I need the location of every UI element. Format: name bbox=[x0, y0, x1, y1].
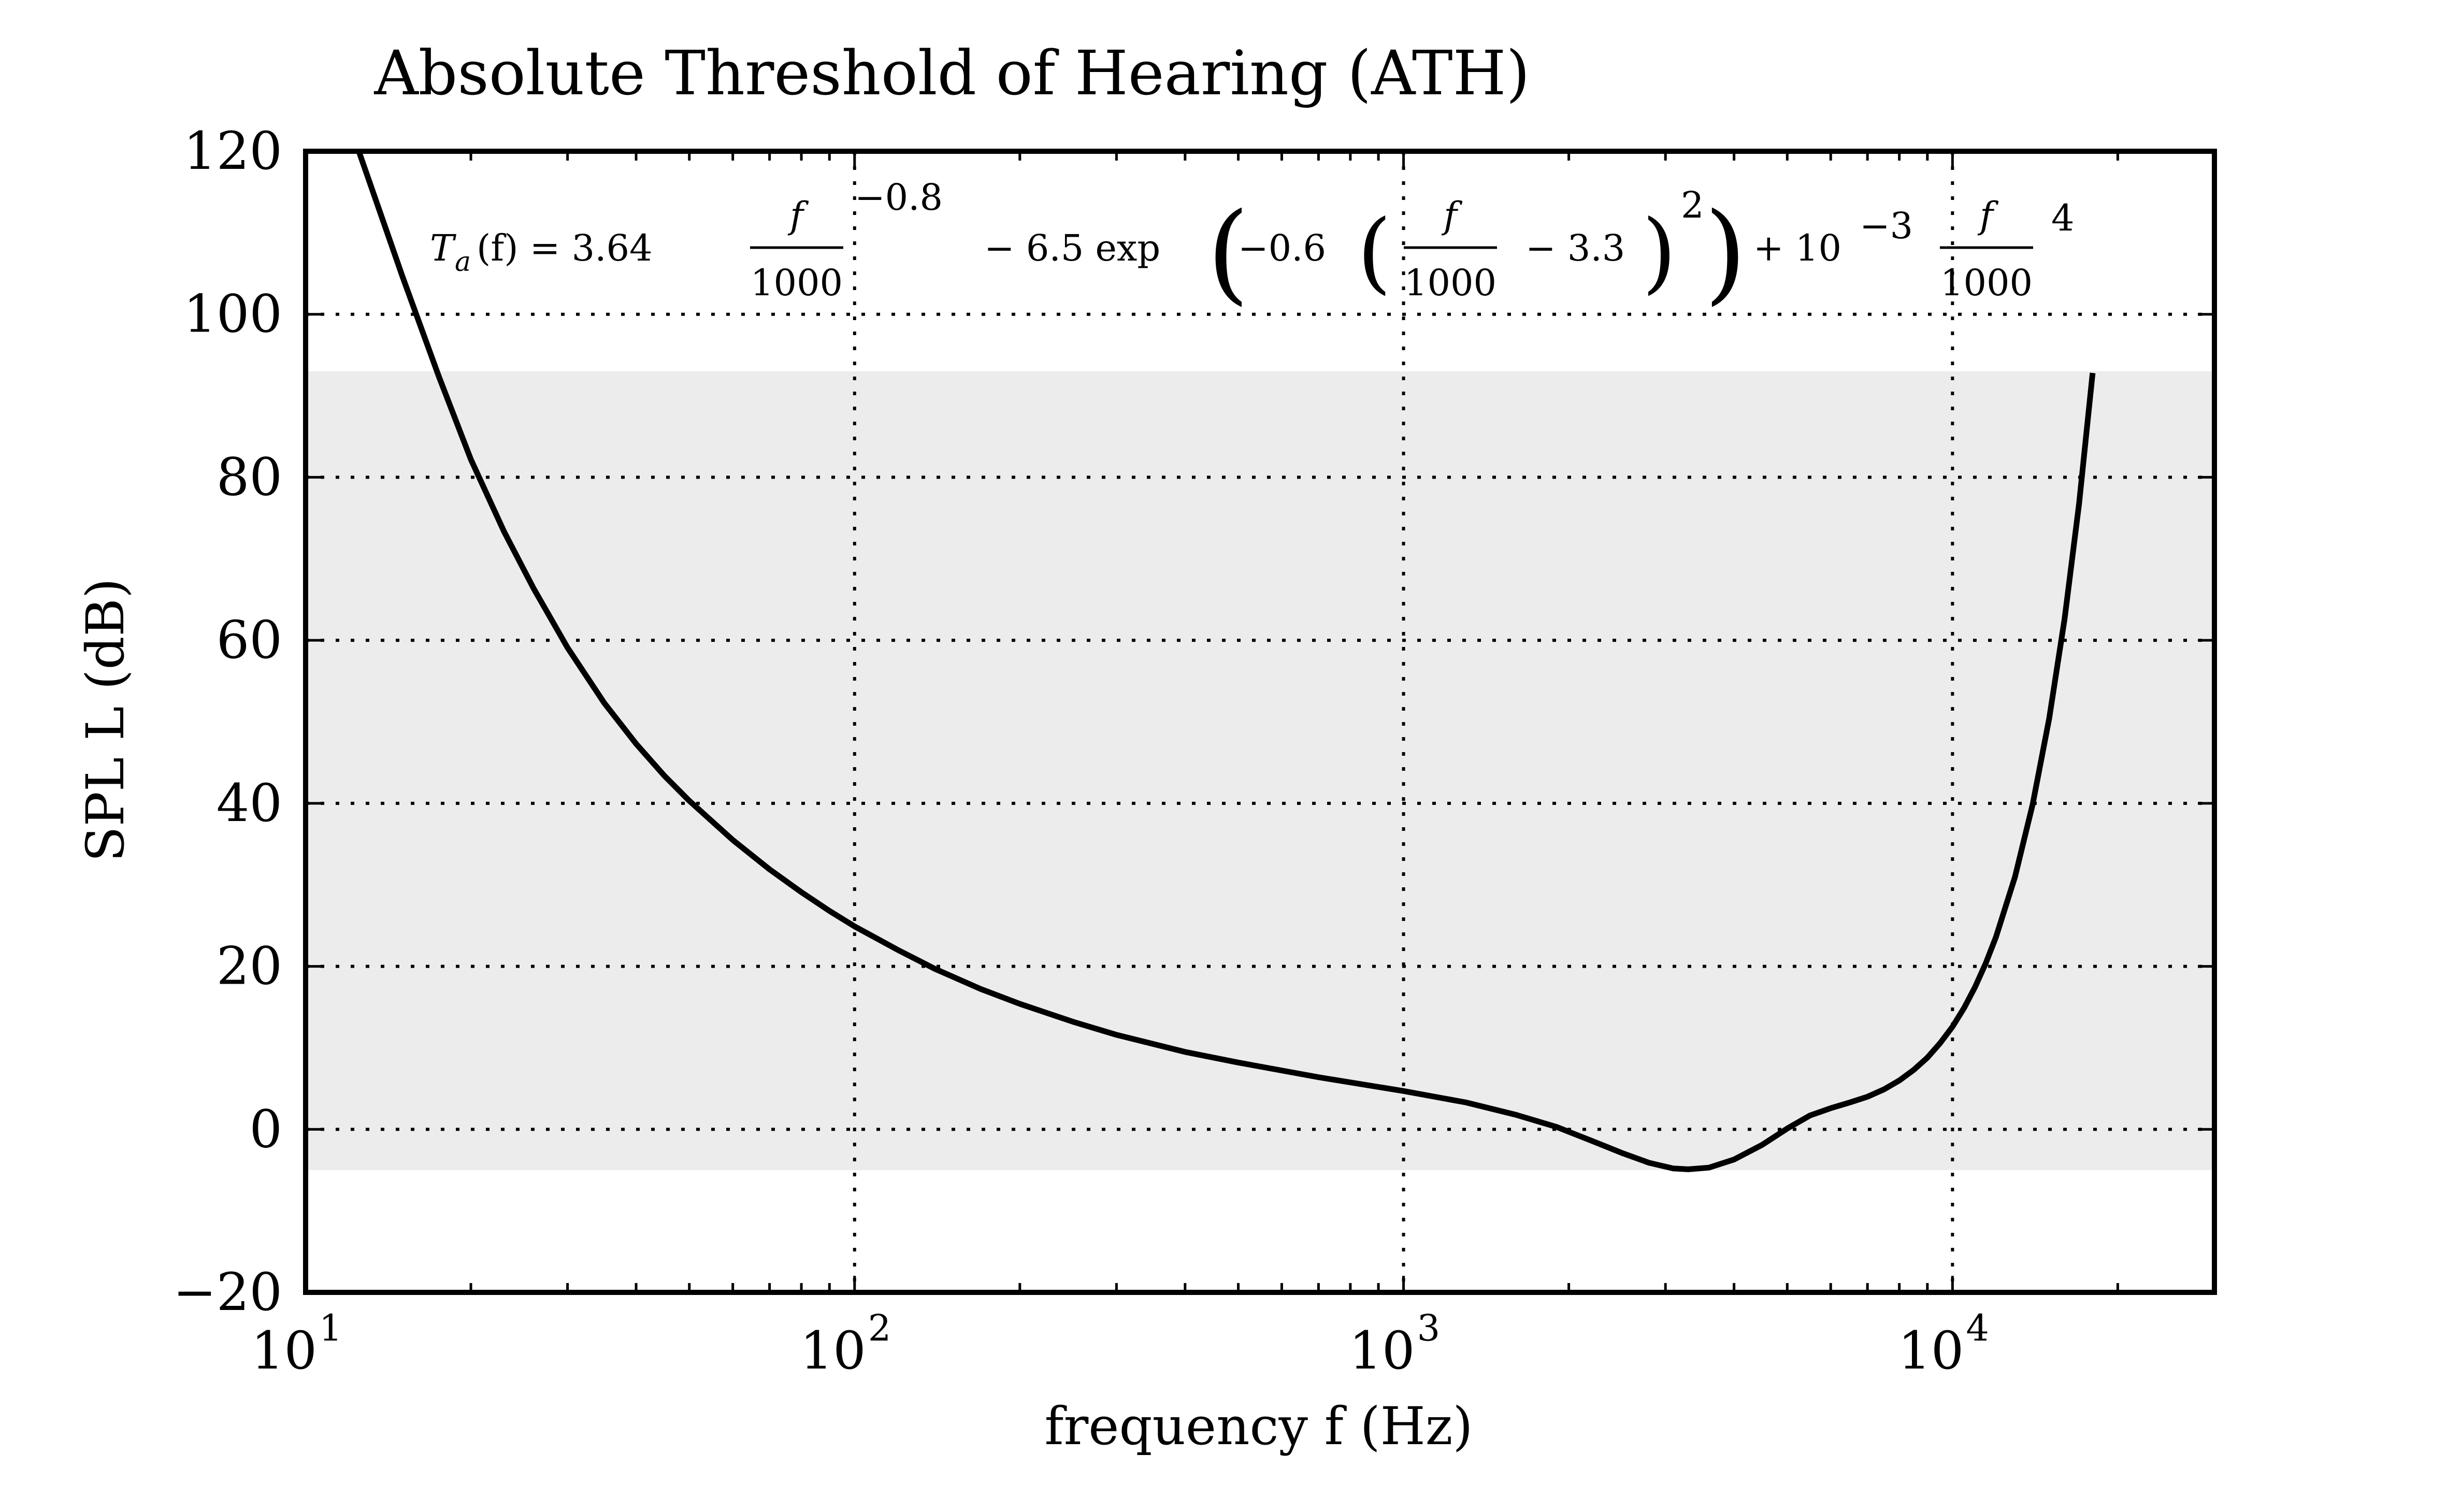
grid bbox=[306, 151, 2214, 1292]
formula-bigparen-open: ( bbox=[1207, 189, 1249, 316]
formula-frac2-den: 1000 bbox=[1404, 262, 1496, 304]
formula-exp4: 4 bbox=[2051, 197, 2075, 239]
formula-lhs-arg: (f) = 3.64 bbox=[477, 227, 653, 269]
x-tick-base: 10 bbox=[1898, 1320, 1964, 1381]
formula-frac1-den: 1000 bbox=[751, 262, 843, 304]
y-tick-label: 40 bbox=[217, 773, 282, 833]
formula-frac1-num: f bbox=[787, 194, 809, 237]
y-tick-label: 60 bbox=[217, 610, 282, 670]
x-tick-base: 10 bbox=[251, 1320, 317, 1381]
y-tick-label: 0 bbox=[249, 1099, 282, 1159]
axis-ticks bbox=[304, 150, 2214, 1294]
y-tick-label: 20 bbox=[217, 936, 282, 997]
x-tick-label: 10 1 bbox=[251, 1307, 342, 1381]
formula-frac3-den: 1000 bbox=[1940, 262, 2033, 304]
y-tick-labels: −20 0 20 40 60 80 100 120 bbox=[173, 121, 282, 1322]
formula-minus33: − 3.3 bbox=[1525, 227, 1625, 269]
y-tick-label: 100 bbox=[183, 284, 282, 344]
x-tick-label: 10 2 bbox=[800, 1307, 891, 1381]
formula-paren-open: ( bbox=[1357, 201, 1391, 304]
formula-lhs: T bbox=[430, 227, 456, 269]
formula-inner1: −0.6 bbox=[1238, 227, 1326, 269]
x-axis-label: frequency f (Hz) bbox=[1044, 1396, 1473, 1457]
chart-title: Absolute Threshold of Hearing (ATH) bbox=[373, 37, 1530, 109]
formula-exp3: −3 bbox=[1860, 205, 1913, 247]
formula-bigparen-close: ) bbox=[1704, 189, 1747, 316]
formula-exp2: 2 bbox=[1681, 184, 1704, 226]
x-tick-exponent: 1 bbox=[319, 1307, 342, 1349]
x-tick-label: 10 4 bbox=[1898, 1307, 1989, 1381]
formula-paren-close: ) bbox=[1642, 201, 1676, 304]
plot-frame bbox=[303, 149, 2217, 1295]
ath-formula: T a (f) = 3.64 f 1000 −0.8 − 6.5 exp ( −… bbox=[430, 176, 2075, 316]
y-tick-label: 120 bbox=[183, 121, 282, 181]
shaded-band bbox=[306, 371, 2214, 1170]
formula-term3: + 10 bbox=[1753, 227, 1841, 269]
x-tick-exponent: 2 bbox=[868, 1307, 891, 1349]
x-tick-base: 10 bbox=[800, 1320, 866, 1381]
x-tick-label: 10 3 bbox=[1349, 1307, 1440, 1381]
ath-curve bbox=[356, 150, 2096, 1172]
formula-lhs-sub: a bbox=[455, 247, 471, 278]
x-tick-labels: 10 1 10 2 10 3 10 4 bbox=[251, 1307, 1989, 1381]
formula-frac3-num: f bbox=[1977, 194, 1999, 237]
y-tick-label: 80 bbox=[217, 447, 282, 507]
formula-term2: − 6.5 exp bbox=[984, 227, 1160, 269]
y-tick-label: −20 bbox=[173, 1262, 282, 1322]
formula-exp1: −0.8 bbox=[855, 176, 943, 219]
x-tick-exponent: 3 bbox=[1417, 1307, 1441, 1349]
formula-frac2-num: f bbox=[1441, 194, 1463, 237]
x-tick-base: 10 bbox=[1349, 1320, 1415, 1381]
y-axis-label: SPL L (dB) bbox=[75, 578, 136, 862]
x-tick-exponent: 4 bbox=[1966, 1307, 1989, 1349]
